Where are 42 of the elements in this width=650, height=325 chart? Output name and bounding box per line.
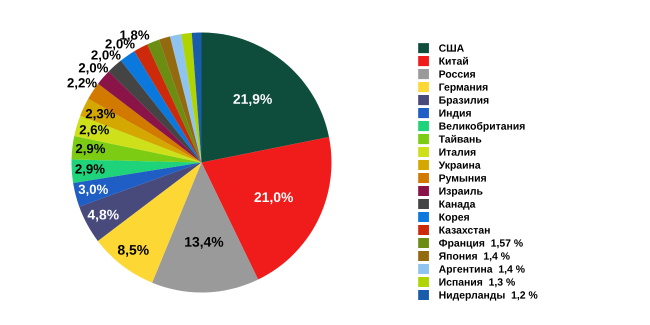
data-label: 4,8% xyxy=(88,210,119,222)
pie-slice xyxy=(72,159,202,184)
pie-slice xyxy=(72,136,202,162)
pie-slice xyxy=(73,162,202,207)
pie-slice xyxy=(170,34,202,162)
data-label: 2,6% xyxy=(80,125,109,136)
legend-label: Япония 1,4 % xyxy=(438,252,510,262)
legend-label: Канада xyxy=(439,200,476,210)
data-label: 21,9% xyxy=(233,94,272,106)
data-label: 3,0% xyxy=(78,184,108,196)
legend-label: Бразилия xyxy=(439,96,488,106)
pie-slice xyxy=(181,32,202,162)
data-label: 2,3% xyxy=(86,109,116,120)
data-label: 2,0% xyxy=(78,63,108,74)
pie-slice xyxy=(134,44,202,162)
legend-label: Франция 1,57 % xyxy=(439,239,523,249)
legend-label: Великобритания xyxy=(439,122,525,132)
legend-label: Израиль xyxy=(439,187,482,197)
legend-label: Индия xyxy=(439,109,471,119)
data-label: 8,5% xyxy=(118,244,149,257)
data-label: 21,0% xyxy=(254,192,293,204)
data-label: 2,2% xyxy=(67,78,97,90)
legend-label: Румыния xyxy=(439,174,486,184)
legend-label: Корея xyxy=(439,213,469,223)
legend-label: Нидерланды 1,2 % xyxy=(439,291,538,301)
data-label: 2,9% xyxy=(75,164,105,176)
legend-label: Казахстан xyxy=(439,226,490,234)
data-label: 13,4% xyxy=(185,236,224,249)
data-label: 2,9% xyxy=(76,144,106,156)
legend-label: Китай xyxy=(439,56,468,65)
legend-label: Германия xyxy=(439,83,488,93)
pie-slice xyxy=(202,32,329,162)
data-label: 2,0% xyxy=(91,50,121,62)
pie-slice xyxy=(159,36,202,162)
pie-slice xyxy=(120,51,202,162)
legend-label: Аргентина 1,4 % xyxy=(438,265,525,275)
legend-label: Тайвань xyxy=(438,134,482,143)
legend-label: Италия xyxy=(439,148,476,156)
legend-label: Испания 1,3 % xyxy=(439,278,515,288)
legend-label: Россия xyxy=(439,70,475,78)
legend-label: США xyxy=(439,44,464,52)
legend-label: Украина xyxy=(438,161,481,171)
